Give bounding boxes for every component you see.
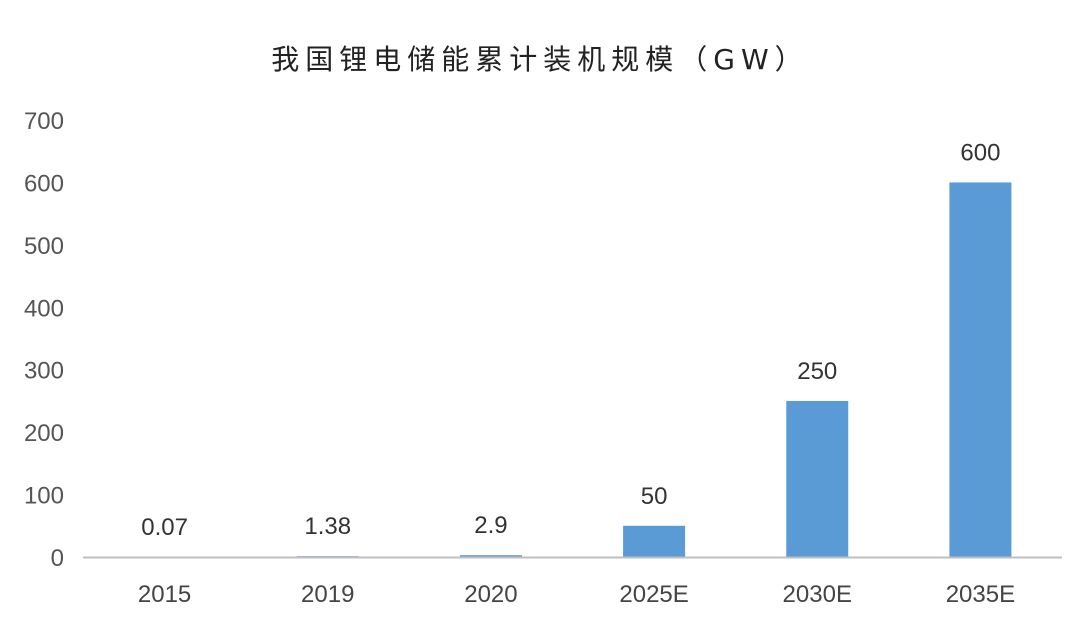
chart-title: 我国锂电储能累计装机规模（GW） bbox=[271, 43, 809, 76]
x-tick-label: 2015 bbox=[138, 581, 191, 608]
bar bbox=[459, 555, 522, 557]
data-label: 0.07 bbox=[141, 514, 188, 541]
x-axis-ticks: 2015 2019 2020 2025E 2030E 2035E bbox=[138, 581, 1015, 608]
data-label: 600 bbox=[960, 139, 1000, 166]
data-label: 2.9 bbox=[474, 512, 507, 539]
bar bbox=[949, 182, 1012, 557]
x-tick-label: 2030E bbox=[783, 581, 852, 608]
y-tick-label: 500 bbox=[24, 233, 64, 260]
bar bbox=[623, 525, 686, 557]
y-tick-label: 200 bbox=[24, 420, 64, 447]
x-tick-label: 2020 bbox=[464, 581, 517, 608]
data-label: 1.38 bbox=[304, 513, 351, 540]
bar-series bbox=[133, 182, 1012, 557]
data-label: 50 bbox=[641, 483, 668, 510]
y-tick-label: 300 bbox=[24, 358, 64, 385]
data-label: 250 bbox=[797, 358, 837, 385]
y-tick-label: 700 bbox=[24, 108, 64, 135]
y-tick-label: 400 bbox=[24, 295, 64, 322]
x-tick-label: 2019 bbox=[301, 581, 354, 608]
y-axis-ticks: 0 100 200 300 400 500 600 700 bbox=[24, 108, 64, 572]
y-tick-label: 100 bbox=[24, 483, 64, 510]
y-tick-label: 600 bbox=[24, 170, 64, 197]
data-labels: 0.07 1.38 2.9 50 250 600 bbox=[141, 139, 1000, 541]
x-tick-label: 2025E bbox=[619, 581, 688, 608]
x-tick-label: 2035E bbox=[946, 581, 1015, 608]
y-tick-label: 0 bbox=[51, 545, 64, 572]
bar bbox=[786, 400, 849, 557]
